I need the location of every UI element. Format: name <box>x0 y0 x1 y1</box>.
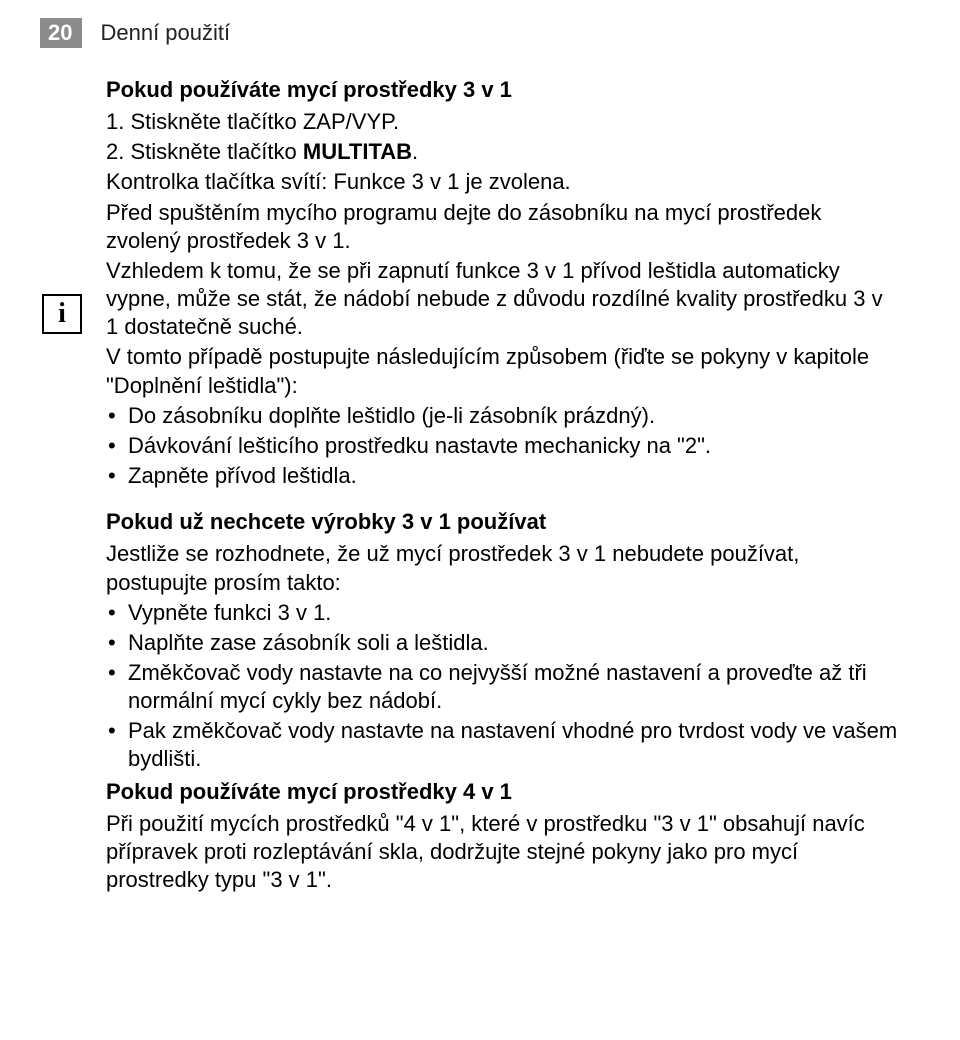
list-item: Změkčovač vody nastavte na co nejvyšší m… <box>106 659 900 715</box>
section2-intro: Jestliže se rozhodnete, že už mycí prost… <box>106 540 900 596</box>
list-item: Vypněte funkci 3 v 1. <box>106 599 900 627</box>
body-text: Pokud používáte mycí prostředky 3 v 1 1.… <box>106 76 900 896</box>
section3-title: Pokud používáte mycí prostředky 4 v 1 <box>106 778 900 806</box>
chapter-title: Denní použití <box>100 20 230 46</box>
page-header: 20 Denní použití <box>40 18 900 48</box>
section1-step1: 1. Stiskněte tlačítko ZAP/VYP. <box>106 108 900 136</box>
section1-line4: Před spuštěním mycího programu dejte do … <box>106 199 900 255</box>
section1-note2: V tomto případě postupujte následujícím … <box>106 343 900 399</box>
section2-title: Pokud už nechcete výrobky 3 v 1 používat <box>106 508 900 536</box>
list-item: Dávkování lešticího prostředku nastavte … <box>106 432 900 460</box>
list-item: Naplňte zase zásobník soli a leštidla. <box>106 629 900 657</box>
list-item: Do zásobníku doplňte leštidlo (je-li zás… <box>106 402 900 430</box>
list-item: Pak změkčovač vody nastavte na nastavení… <box>106 717 900 773</box>
section1-step2-c: . <box>412 139 418 164</box>
section1-step2: 2. Stiskněte tlačítko MULTITAB. <box>106 138 900 166</box>
section1-step2-a: 2. Stiskněte tlačítko <box>106 139 303 164</box>
section2-bullets: Vypněte funkci 3 v 1. Naplňte zase zásob… <box>106 599 900 774</box>
section3-para: Při použití mycích prostředků "4 v 1", k… <box>106 810 900 894</box>
section1-title: Pokud používáte mycí prostředky 3 v 1 <box>106 76 900 104</box>
section1-note1: Vzhledem k tomu, že se při zapnutí funkc… <box>106 257 900 341</box>
section1-bullets: Do zásobníku doplňte leštidlo (je-li zás… <box>106 402 900 490</box>
list-item: Zapněte přívod leštidla. <box>106 462 900 490</box>
section1-line3: Kontrolka tlačítka svítí: Funkce 3 v 1 j… <box>106 168 900 196</box>
page-number: 20 <box>40 18 82 48</box>
info-icon: i <box>42 294 82 334</box>
section1-step2-b: MULTITAB <box>303 139 412 164</box>
